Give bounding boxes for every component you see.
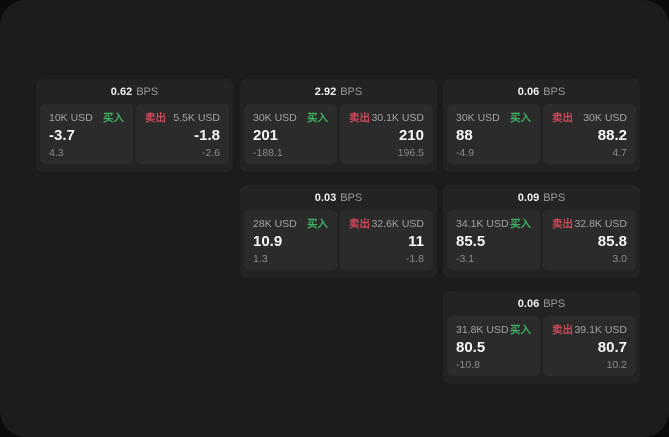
sell-label: 卖出 <box>349 112 370 124</box>
card-body: 28K USD 买入 10.9 1.3 卖出 32.6K USD 11 -1.8 <box>240 210 437 274</box>
buy-label: 买入 <box>307 112 328 124</box>
card-body: 30K USD 买入 88 -4.9 卖出 30K USD 88.2 4.7 <box>443 104 640 168</box>
card-body: 31.8K USD 买入 80.5 -10.8 卖出 39.1K USD 80.… <box>443 316 640 380</box>
card-body: 34.1K USD 买入 85.5 -3.1 卖出 32.8K USD 85.8… <box>443 210 640 274</box>
sell-price: 80.7 <box>597 339 627 356</box>
buy-panel[interactable]: 31.8K USD 买入 80.5 -10.8 <box>447 316 540 376</box>
buy-volume: 10K USD <box>49 111 93 124</box>
buy-volume: 30K USD <box>253 111 297 124</box>
bps-value: 0.06 <box>517 297 540 310</box>
sell-volume: 5.5K USD <box>173 111 220 124</box>
sell-sub-value: -2.6 <box>201 147 220 159</box>
bps-value: 0.62 <box>110 85 133 98</box>
bps-value: 0.09 <box>517 191 540 204</box>
buy-price: 80.5 <box>456 339 486 356</box>
buy-sub-value: -188.1 <box>253 147 283 159</box>
card-header: 0.06 BPS <box>443 291 640 316</box>
sell-panel[interactable]: 卖出 32.6K USD 11 -1.8 <box>340 210 433 270</box>
buy-panel[interactable]: 28K USD 买入 10.9 1.3 <box>244 210 337 270</box>
quote-card: 2.92 BPS 30K USD 买入 201 -188.1 卖出 30.1K … <box>240 79 437 172</box>
buy-volume: 28K USD <box>253 217 297 230</box>
buy-price: 85.5 <box>456 233 486 250</box>
sell-sub-value: -1.8 <box>405 253 424 265</box>
buy-volume: 30K USD <box>456 111 500 124</box>
card-header: 0.62 BPS <box>36 79 233 104</box>
sell-volume: 32.8K USD <box>574 217 627 230</box>
sell-label: 卖出 <box>145 112 166 124</box>
buy-panel[interactable]: 34.1K USD 买入 85.5 -3.1 <box>447 210 540 270</box>
buy-sub-value: -3.1 <box>456 253 475 265</box>
sell-sub-value: 196.5 <box>397 147 424 159</box>
bps-value: 0.06 <box>517 85 540 98</box>
buy-label: 买入 <box>510 324 531 336</box>
card-header: 2.92 BPS <box>240 79 437 104</box>
card-body: 10K USD 买入 -3.7 4.3 卖出 5.5K USD -1.8 -2.… <box>36 104 233 168</box>
buy-label: 买入 <box>510 112 531 124</box>
buy-volume: 31.8K USD <box>456 323 509 336</box>
bps-value: 0.03 <box>314 191 337 204</box>
sell-sub-value: 3.0 <box>612 253 627 265</box>
buy-volume: 34.1K USD <box>456 217 509 230</box>
sell-panel[interactable]: 卖出 5.5K USD -1.8 -2.6 <box>136 104 229 164</box>
sell-price: 85.8 <box>597 233 627 250</box>
sell-volume: 30.1K USD <box>371 111 424 124</box>
quote-card: 0.62 BPS 10K USD 买入 -3.7 4.3 卖出 5.5K USD… <box>36 79 233 172</box>
buy-price: -3.7 <box>49 127 75 144</box>
quote-card: 0.06 BPS 31.8K USD 买入 80.5 -10.8 卖出 39.1… <box>443 291 640 384</box>
sell-price: 210 <box>398 127 424 144</box>
sell-volume: 30K USD <box>583 111 627 124</box>
bps-unit: BPS <box>136 85 159 98</box>
quote-card: 0.09 BPS 34.1K USD 买入 85.5 -3.1 卖出 32.8K… <box>443 185 640 278</box>
buy-price: 88 <box>456 127 473 144</box>
buy-price: 201 <box>253 127 279 144</box>
sell-volume: 32.6K USD <box>371 217 424 230</box>
sell-label: 卖出 <box>552 324 573 336</box>
bps-unit: BPS <box>543 85 566 98</box>
buy-label: 买入 <box>510 218 531 230</box>
sell-panel[interactable]: 卖出 32.8K USD 85.8 3.0 <box>543 210 636 270</box>
bps-unit: BPS <box>340 191 363 204</box>
card-header: 0.09 BPS <box>443 185 640 210</box>
quote-card: 0.06 BPS 30K USD 买入 88 -4.9 卖出 30K USD 8… <box>443 79 640 172</box>
buy-panel[interactable]: 30K USD 买入 88 -4.9 <box>447 104 540 164</box>
sell-volume: 39.1K USD <box>574 323 627 336</box>
buy-label: 买入 <box>307 218 328 230</box>
card-header: 0.06 BPS <box>443 79 640 104</box>
sell-panel[interactable]: 卖出 30K USD 88.2 4.7 <box>543 104 636 164</box>
buy-sub-value: 4.3 <box>49 147 64 159</box>
buy-price: 10.9 <box>253 233 283 250</box>
card-header: 0.03 BPS <box>240 185 437 210</box>
buy-sub-value: 1.3 <box>253 253 268 265</box>
sell-sub-value: 4.7 <box>612 147 627 159</box>
buy-sub-value: -10.8 <box>456 359 480 371</box>
sell-label: 卖出 <box>552 218 573 230</box>
buy-panel[interactable]: 30K USD 买入 201 -188.1 <box>244 104 337 164</box>
bps-unit: BPS <box>340 85 363 98</box>
bps-unit: BPS <box>543 297 566 310</box>
sell-label: 卖出 <box>349 218 370 230</box>
bps-unit: BPS <box>543 191 566 204</box>
sell-sub-value: 10.2 <box>606 359 627 371</box>
sell-price: 88.2 <box>597 127 627 144</box>
sell-price: -1.8 <box>194 127 220 144</box>
card-body: 30K USD 买入 201 -188.1 卖出 30.1K USD 210 1… <box>240 104 437 168</box>
buy-panel[interactable]: 10K USD 买入 -3.7 4.3 <box>40 104 133 164</box>
buy-sub-value: -4.9 <box>456 147 475 159</box>
sell-panel[interactable]: 卖出 30.1K USD 210 196.5 <box>340 104 433 164</box>
buy-label: 买入 <box>103 112 124 124</box>
bps-value: 2.92 <box>314 85 337 98</box>
quote-card: 0.03 BPS 28K USD 买入 10.9 1.3 卖出 32.6K US… <box>240 185 437 278</box>
sell-panel[interactable]: 卖出 39.1K USD 80.7 10.2 <box>543 316 636 376</box>
sell-label: 卖出 <box>552 112 573 124</box>
sell-price: 11 <box>408 233 424 250</box>
